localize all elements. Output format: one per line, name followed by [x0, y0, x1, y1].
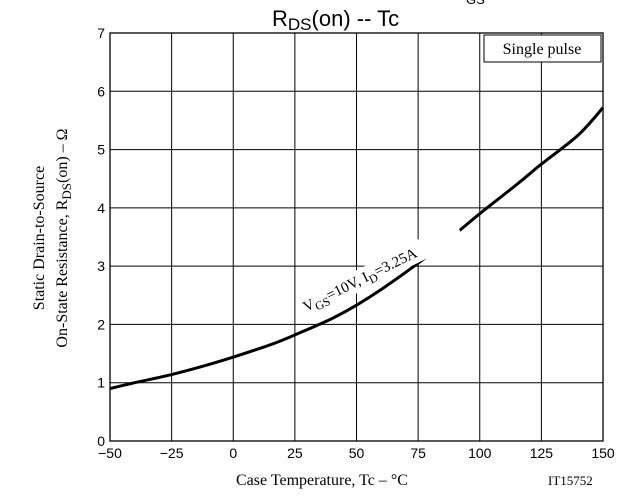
curve-label: VGS=10V, ID=3.25A	[297, 220, 465, 319]
title-main: R	[272, 6, 288, 31]
y-axis-label-line2-a: On-State Resistance, R	[54, 199, 71, 347]
x-tick-label: 50	[349, 445, 365, 461]
x-tick-label: 25	[287, 445, 303, 461]
y-tick-label: 3	[97, 258, 105, 274]
title-sub: DS	[288, 15, 312, 34]
svg-text:RDS(on) -- Tc: RDS(on) -- Tc	[272, 6, 399, 34]
y-tick-label: 4	[97, 200, 105, 216]
x-tick-label: −25	[160, 445, 184, 461]
y-axis-label-line2-sub: DS	[59, 183, 74, 200]
curve-label-bg	[297, 220, 465, 319]
curve-label-v-sub: GS	[313, 294, 333, 313]
y-tick-label: 7	[97, 25, 105, 41]
y-tick-label: 2	[97, 316, 105, 332]
chart-title: RDS(on) -- Tc	[272, 6, 399, 34]
single-pulse-box: Single pulse	[483, 34, 602, 63]
y-tick-label: 1	[97, 375, 105, 391]
y-axis-label-line1: Static Drain-to-Source	[31, 166, 48, 310]
y-tick-labels: 0 1 2 3 4 5 6 7	[97, 25, 105, 449]
figure-id: IT15752	[548, 473, 593, 488]
x-tick-label: 150	[591, 445, 615, 461]
y-tick-label: 6	[97, 83, 105, 99]
y-axis-label-line2-b: (on) – Ω	[54, 128, 71, 183]
single-pulse-box-frame	[483, 34, 602, 63]
x-tick-label: 100	[468, 445, 492, 461]
title-cut-sub: GS	[466, 0, 485, 7]
x-tick-label: 0	[229, 445, 237, 461]
x-tick-label: 125	[530, 445, 554, 461]
y-tick-label: 5	[97, 142, 105, 158]
series-line	[109, 106, 605, 390]
y-tick-label: 0	[97, 433, 105, 449]
x-axis-label: Case Temperature, Tc – °C	[236, 472, 408, 489]
single-pulse-label: Single pulse	[503, 41, 582, 58]
y-axis-label: Static Drain-to-Source On-State Resistan…	[31, 128, 74, 347]
curve-label-text: VGS=10V, ID=3.25A	[301, 245, 422, 318]
title-rest: (on) -- Tc	[312, 6, 400, 31]
x-tick-labels: −50 −25 0 25 50 75 100 125 150	[98, 445, 615, 461]
x-tick-label: 75	[410, 445, 426, 461]
y-axis-label-line2: On-State Resistance, RDS(on) – Ω	[54, 128, 74, 347]
grid	[109, 32, 604, 442]
plot-frame	[109, 32, 604, 442]
x-tick-label: −50	[98, 445, 122, 461]
